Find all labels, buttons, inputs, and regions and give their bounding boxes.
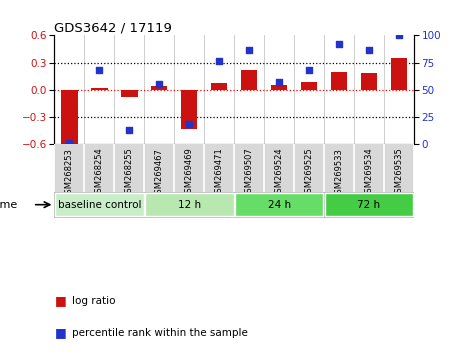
- Text: GSM269467: GSM269467: [155, 148, 164, 199]
- Text: GSM269533: GSM269533: [334, 148, 343, 199]
- FancyBboxPatch shape: [235, 193, 324, 216]
- Point: [66, 140, 73, 145]
- Point: [305, 67, 313, 73]
- Bar: [241, 70, 257, 90]
- Text: percentile rank within the sample: percentile rank within the sample: [72, 328, 248, 338]
- Bar: [61, 90, 78, 144]
- Text: GSM268253: GSM268253: [65, 148, 74, 199]
- Text: GSM268255: GSM268255: [125, 148, 134, 199]
- Text: 12 h: 12 h: [178, 200, 201, 210]
- Text: GSM268254: GSM268254: [95, 148, 104, 199]
- Bar: [361, 73, 377, 90]
- FancyBboxPatch shape: [145, 193, 234, 216]
- Bar: [271, 85, 287, 90]
- Text: 24 h: 24 h: [268, 200, 290, 210]
- Bar: [121, 90, 138, 97]
- Bar: [331, 72, 347, 90]
- Text: baseline control: baseline control: [58, 200, 141, 210]
- Text: GSM269507: GSM269507: [245, 148, 254, 199]
- Text: GSM269525: GSM269525: [305, 148, 314, 198]
- FancyBboxPatch shape: [324, 193, 413, 216]
- Text: GSM269524: GSM269524: [274, 148, 284, 198]
- Text: ■: ■: [54, 295, 66, 307]
- Point: [96, 67, 103, 73]
- Bar: [301, 82, 317, 90]
- Text: ■: ■: [54, 326, 66, 339]
- Bar: [91, 88, 107, 90]
- Bar: [391, 58, 407, 90]
- Point: [156, 81, 163, 87]
- Point: [125, 127, 133, 133]
- Point: [335, 41, 343, 47]
- Bar: [151, 86, 167, 90]
- Text: time: time: [0, 200, 18, 210]
- Point: [365, 47, 373, 52]
- Text: GSM269471: GSM269471: [215, 148, 224, 199]
- Text: GSM269534: GSM269534: [364, 148, 374, 199]
- Text: GSM269535: GSM269535: [394, 148, 403, 199]
- Text: GDS3642 / 17119: GDS3642 / 17119: [54, 21, 172, 34]
- FancyBboxPatch shape: [55, 193, 144, 216]
- Point: [215, 59, 223, 64]
- Point: [395, 33, 403, 38]
- Point: [185, 121, 193, 127]
- Text: GSM269469: GSM269469: [184, 148, 194, 199]
- Text: log ratio: log ratio: [72, 296, 116, 306]
- Bar: [181, 90, 197, 130]
- Point: [275, 79, 283, 85]
- Bar: [211, 83, 228, 90]
- Text: 72 h: 72 h: [358, 200, 380, 210]
- Point: [245, 47, 253, 52]
